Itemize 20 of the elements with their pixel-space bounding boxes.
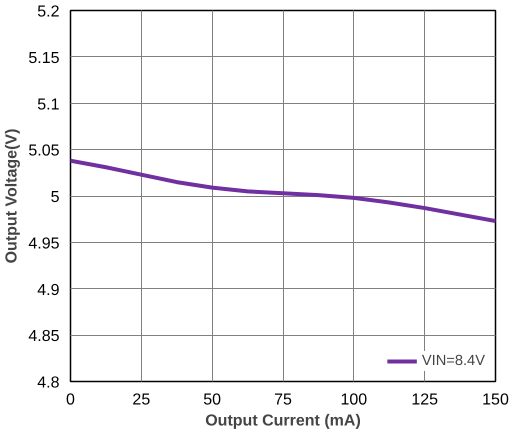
line-series	[70, 158, 496, 224]
x-tick-label: 75	[274, 392, 292, 408]
y-tick-label: 4.8	[37, 374, 60, 392]
y-tick-label: 4.9	[37, 282, 60, 299]
x-tick-label: 50	[203, 392, 222, 408]
y-tick-label: 5.1	[37, 96, 60, 114]
y-axis-title: Output Voltage(V)	[3, 128, 20, 264]
x-tick-label: 125	[411, 392, 438, 408]
x-tick-label: 150	[482, 392, 509, 408]
x-tick-label: 100	[340, 392, 368, 408]
y-tick-label: 4.95	[28, 235, 60, 252]
y-tick-label: 5.2	[37, 4, 60, 20]
y-tick-label: 5	[50, 189, 60, 206]
y-tick-label: 4.85	[28, 328, 60, 346]
x-tick-label: 25	[132, 392, 150, 408]
legend-label: VIN=8.4V	[422, 353, 485, 369]
y-tick-label: 5.15	[28, 50, 60, 67]
x-tick-label: 0	[66, 392, 76, 408]
x-axis-title: Output Current (mA)	[205, 412, 361, 430]
y-tick-label: 5.05	[28, 142, 60, 160]
